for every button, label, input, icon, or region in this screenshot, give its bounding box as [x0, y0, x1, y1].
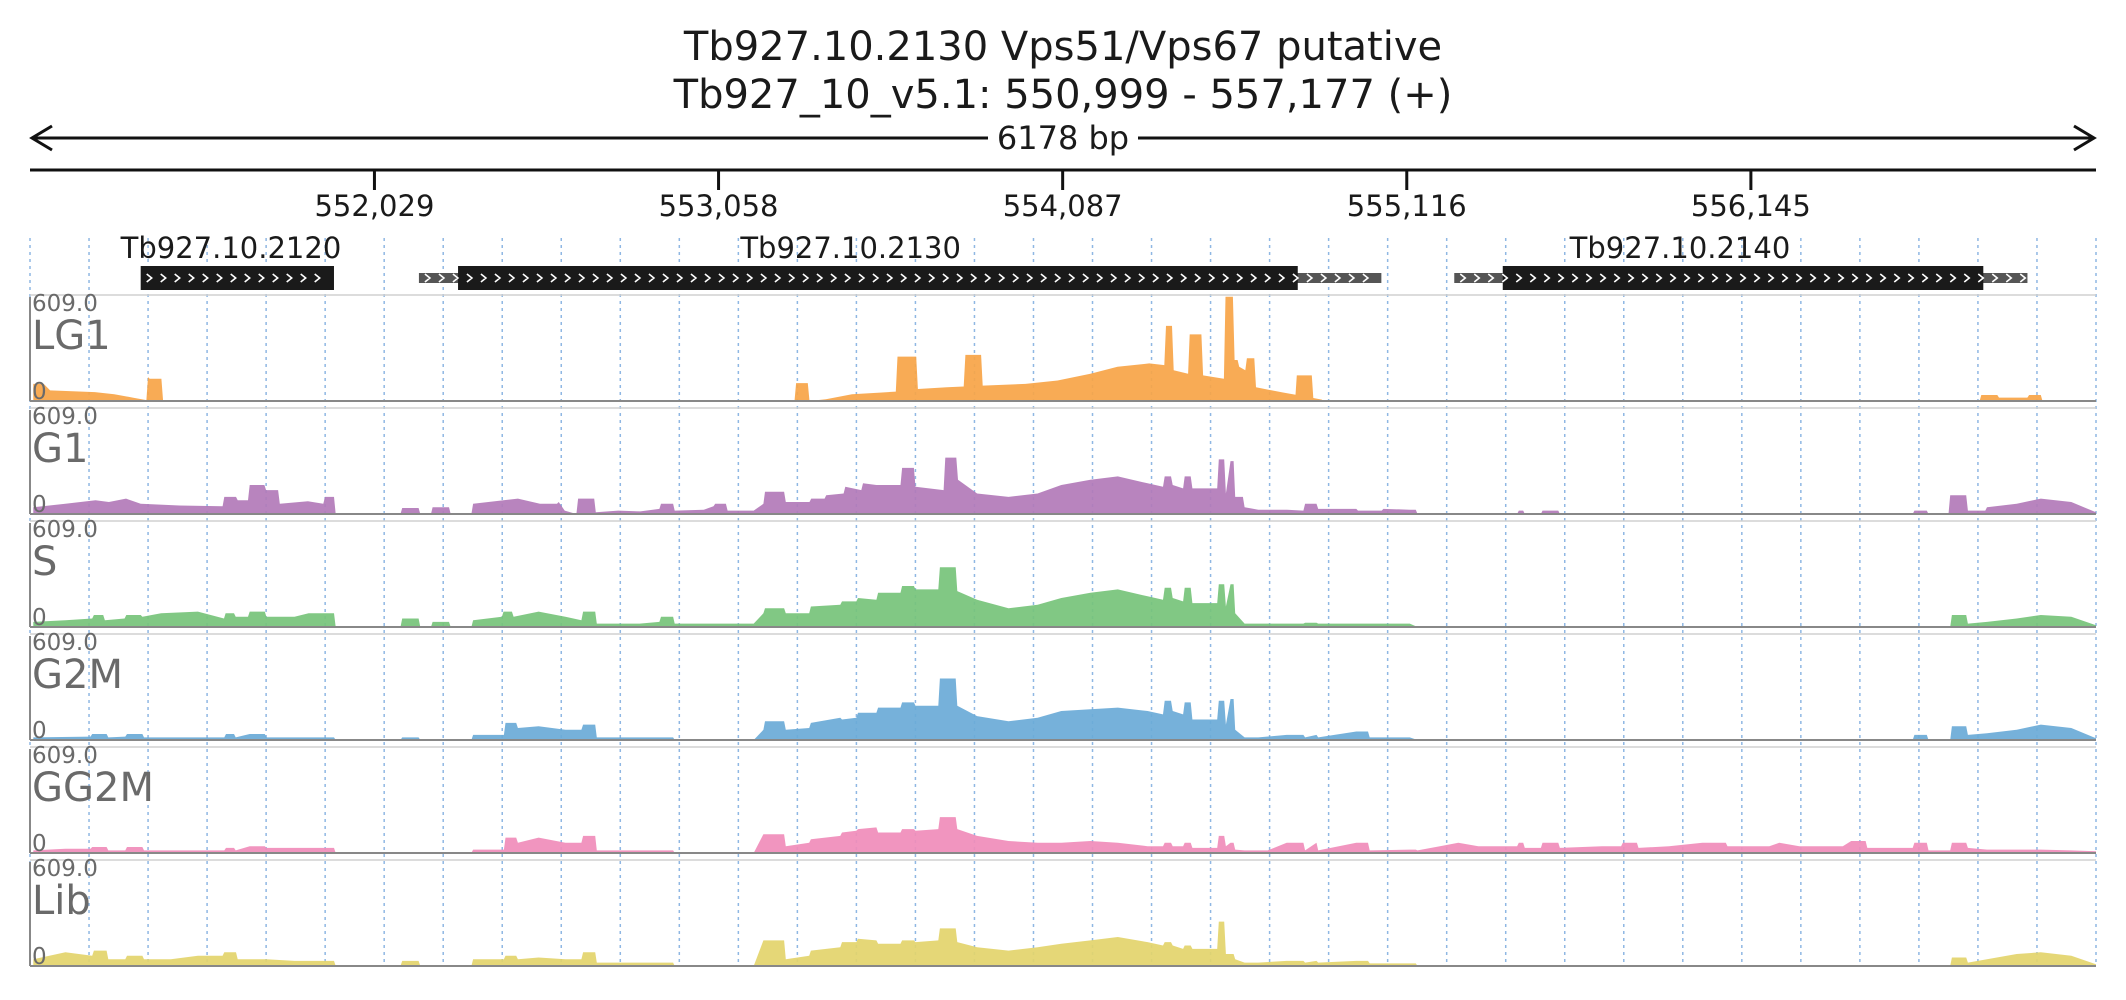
track-s: 609.0S 0 [29, 517, 2096, 631]
track-g1: 609.0G1 0 [29, 404, 2096, 518]
ruler-tick-label: 553,058 [659, 189, 779, 223]
track-ymax-label: 609.0 [32, 404, 98, 430]
gene-model: Tb927.10.2120 [120, 231, 342, 290]
track-name-label: GG2M [32, 765, 154, 811]
coverage-area [33, 678, 2096, 740]
gene-label: Tb927.10.2140 [1569, 231, 1791, 265]
track-ymin-label: 0 [32, 492, 47, 518]
strand-arrows [1459, 273, 2027, 283]
track-ymax-label: 609.0 [32, 630, 98, 656]
gene-cds [140, 266, 334, 290]
gene-label: Tb927.10.2120 [120, 231, 342, 265]
track-name-label: Lib [32, 878, 91, 924]
strand-arrows [146, 273, 321, 283]
coverage-tracks: 609.0LG10609.0G10609.0S0609.0G2M0609.0GG… [29, 291, 2096, 970]
track-ymax-label: 609.0 [32, 291, 98, 317]
ruler-tick-label: 552,029 [314, 189, 434, 223]
track-ymin-label: 0 [32, 718, 47, 744]
track-name-label: G1 [32, 426, 88, 472]
span-label-background [988, 118, 1138, 158]
gene-title: Tb927.10.2130 Vps51/Vps67 putative [683, 24, 1442, 70]
span-length-label: 6178 bp [997, 119, 1129, 157]
span-right-arrowhead [2073, 124, 2097, 152]
ruler-tick-label: 554,087 [1003, 189, 1123, 223]
span-indicator: 6178 bp [29, 118, 2097, 158]
track-ymin-label: 0 [32, 605, 47, 631]
coverage-area [33, 921, 2096, 966]
track-ymin-label: 0 [32, 831, 47, 857]
coverage-area [33, 457, 2096, 514]
ruler-ticks: 552,029 553,058 554,087 555,116 556,145 [314, 170, 1811, 223]
gene-cds [1502, 266, 1984, 290]
span-left-arrowhead [29, 124, 53, 152]
track-name-label: S [32, 539, 57, 585]
ruler-tick-label: 556,145 [1691, 189, 1811, 223]
ruler-tick-label: 555,116 [1347, 189, 1467, 223]
track-name-label: G2M [32, 652, 123, 698]
gene-model: Tb927.10.2130 [418, 231, 1382, 290]
coverage-area [33, 817, 2096, 853]
gene-annotation-track: Tb927.10.2120 Tb927.10.2130 Tb927.10.2140 [120, 231, 2028, 290]
ruler: 552,029 553,058 554,087 555,116 556,145 [30, 168, 2096, 223]
locus-title: Tb927_10_v5.1: 550,999 - 557,177 (+) [673, 72, 1453, 118]
gene-label: Tb927.10.2130 [739, 231, 961, 265]
coverage-area [33, 567, 2096, 627]
gene-model: Tb927.10.2140 [1454, 231, 2028, 290]
track-ymin-label: 0 [32, 944, 47, 970]
title-block: Tb927.10.2130 Vps51/Vps67 putative Tb927… [673, 24, 1453, 118]
track-ymax-label: 609.0 [32, 743, 98, 769]
track-ymin-label: 0 [32, 379, 47, 405]
strand-arrows [424, 273, 1370, 283]
track-name-label: LG1 [32, 313, 111, 359]
track-ymax-label: 609.0 [32, 856, 98, 882]
track-ymax-label: 609.0 [32, 517, 98, 543]
